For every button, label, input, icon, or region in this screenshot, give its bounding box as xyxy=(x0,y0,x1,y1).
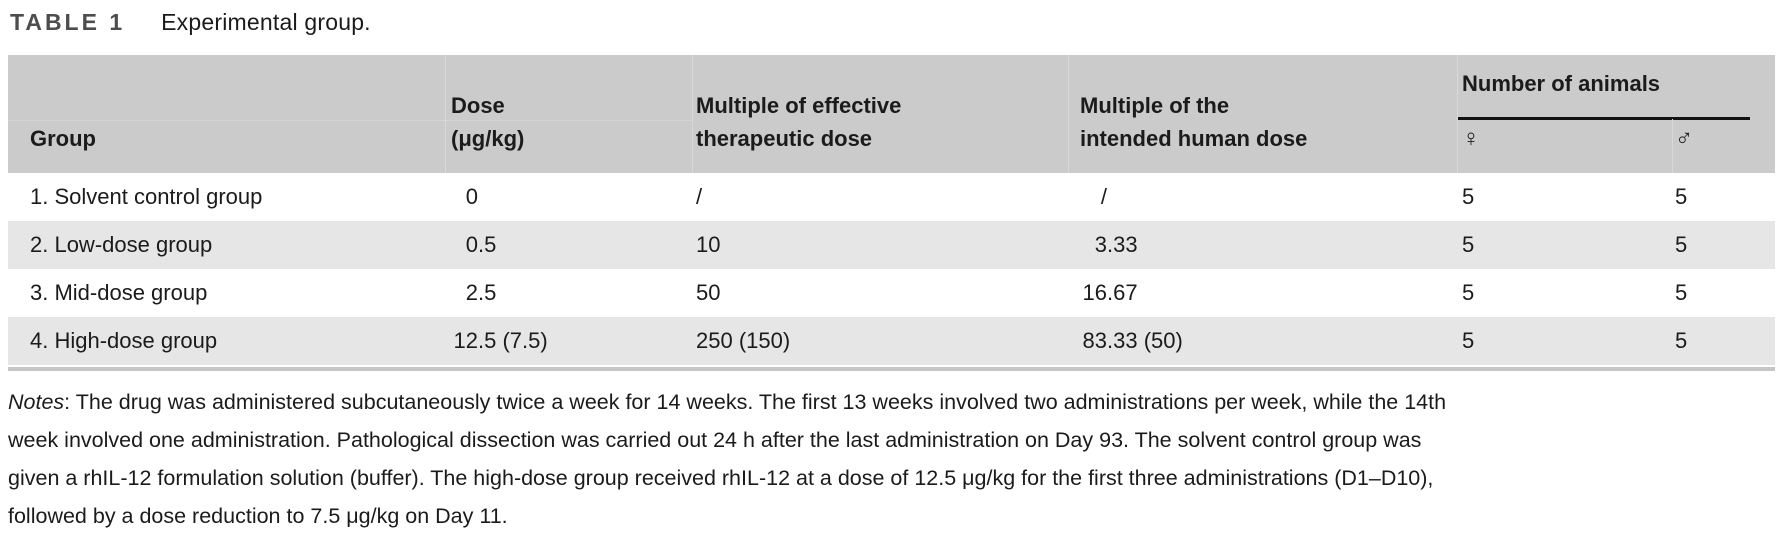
column-header-male: ♂ xyxy=(1672,55,1775,173)
cell-female-count: 5 xyxy=(1462,328,1475,353)
header-divider xyxy=(8,120,692,121)
notes-line: followed by a dose reduction to 7.5 μg/k… xyxy=(8,504,508,528)
cell-group: 2. Low-dose group xyxy=(30,232,213,257)
column-header-multiple-human: Multiple of the intended human dose xyxy=(1080,93,1308,151)
cell-male-count: 5 xyxy=(1675,280,1688,305)
column-header-female: ♀ xyxy=(1457,55,1672,173)
cell-male-count: 5 xyxy=(1675,328,1688,353)
table-row: 2. Low-dose group 0.5 10 3.33 5 5 xyxy=(8,221,1775,269)
cell-female-count: 5 xyxy=(1462,280,1475,305)
header-divider xyxy=(1068,55,1069,173)
cell-multiple-human: 83.33 (50) xyxy=(1082,328,1183,353)
notes-line: given a rhIL-12 formulation solution (bu… xyxy=(8,466,1434,490)
female-icon: ♀ xyxy=(1462,125,1480,152)
notes-line: Notes: The drug was administered subcuta… xyxy=(8,390,1447,414)
experimental-group-table: Group Dose (μg/kg) Multiple of effective… xyxy=(8,55,1775,371)
cell-multiple-human: 3.33 xyxy=(1094,232,1138,257)
header-divider xyxy=(445,55,446,173)
table-bottom-rule xyxy=(8,367,1775,371)
animals-header-rule xyxy=(1458,117,1750,120)
cell-multiple-effective: 50 xyxy=(696,280,721,305)
cell-male-count: 5 xyxy=(1675,232,1688,257)
column-header-multiple-effective: Multiple of effective therapeutic dose xyxy=(696,93,902,151)
table-row: 3. Mid-dose group 2.5 50 16.67 5 5 xyxy=(8,269,1775,317)
notes-prefix: Notes xyxy=(8,390,65,414)
column-header-number-of-animals: Number of animals xyxy=(1462,71,1661,96)
notes-line: week involved one administration. Pathol… xyxy=(8,428,1422,452)
header-divider xyxy=(1457,55,1458,173)
cell-dose: 12.5 (7.5) xyxy=(453,328,548,353)
table-number-label: TABLE 1 xyxy=(10,9,126,35)
header-divider xyxy=(692,55,693,173)
table-header-row: Group Dose (μg/kg) Multiple of effective… xyxy=(8,55,1775,173)
column-header-dose: Dose (μg/kg) xyxy=(451,93,525,151)
cell-group: 4. High-dose group xyxy=(30,328,218,353)
column-header-group: Group xyxy=(30,126,96,151)
cell-female-count: 5 xyxy=(1462,232,1475,257)
cell-dose: 0.5 xyxy=(465,232,497,257)
cell-multiple-effective: / xyxy=(696,184,703,209)
cell-group: 1. Solvent control group xyxy=(30,184,263,209)
cell-female-count: 5 xyxy=(1462,184,1475,209)
header-divider xyxy=(1672,119,1673,173)
table-caption: TABLE 1 Experimental group. xyxy=(10,8,371,36)
table-notes: Notes: The drug was administered subcuta… xyxy=(8,383,1446,535)
cell-multiple-human: 16.67 xyxy=(1082,280,1138,305)
male-icon: ♂ xyxy=(1675,125,1693,152)
cell-dose: 0 xyxy=(465,184,478,209)
cell-dose: 2.5 xyxy=(465,280,497,305)
cell-male-count: 5 xyxy=(1675,184,1688,209)
cell-multiple-effective: 10 xyxy=(696,232,721,257)
table-title: Experimental group. xyxy=(161,9,371,35)
table-row: 1. Solvent control group 0 / / 5 5 xyxy=(8,173,1775,221)
cell-group: 3. Mid-dose group xyxy=(30,280,208,305)
cell-multiple-effective: 250 (150) xyxy=(696,328,791,353)
table-row: 4. High-dose group 12.5 (7.5) 250 (150) … xyxy=(8,317,1775,365)
cell-multiple-human: / xyxy=(1100,184,1107,209)
